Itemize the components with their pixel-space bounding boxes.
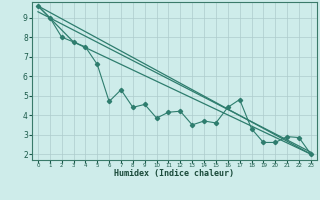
X-axis label: Humidex (Indice chaleur): Humidex (Indice chaleur)	[115, 169, 234, 178]
